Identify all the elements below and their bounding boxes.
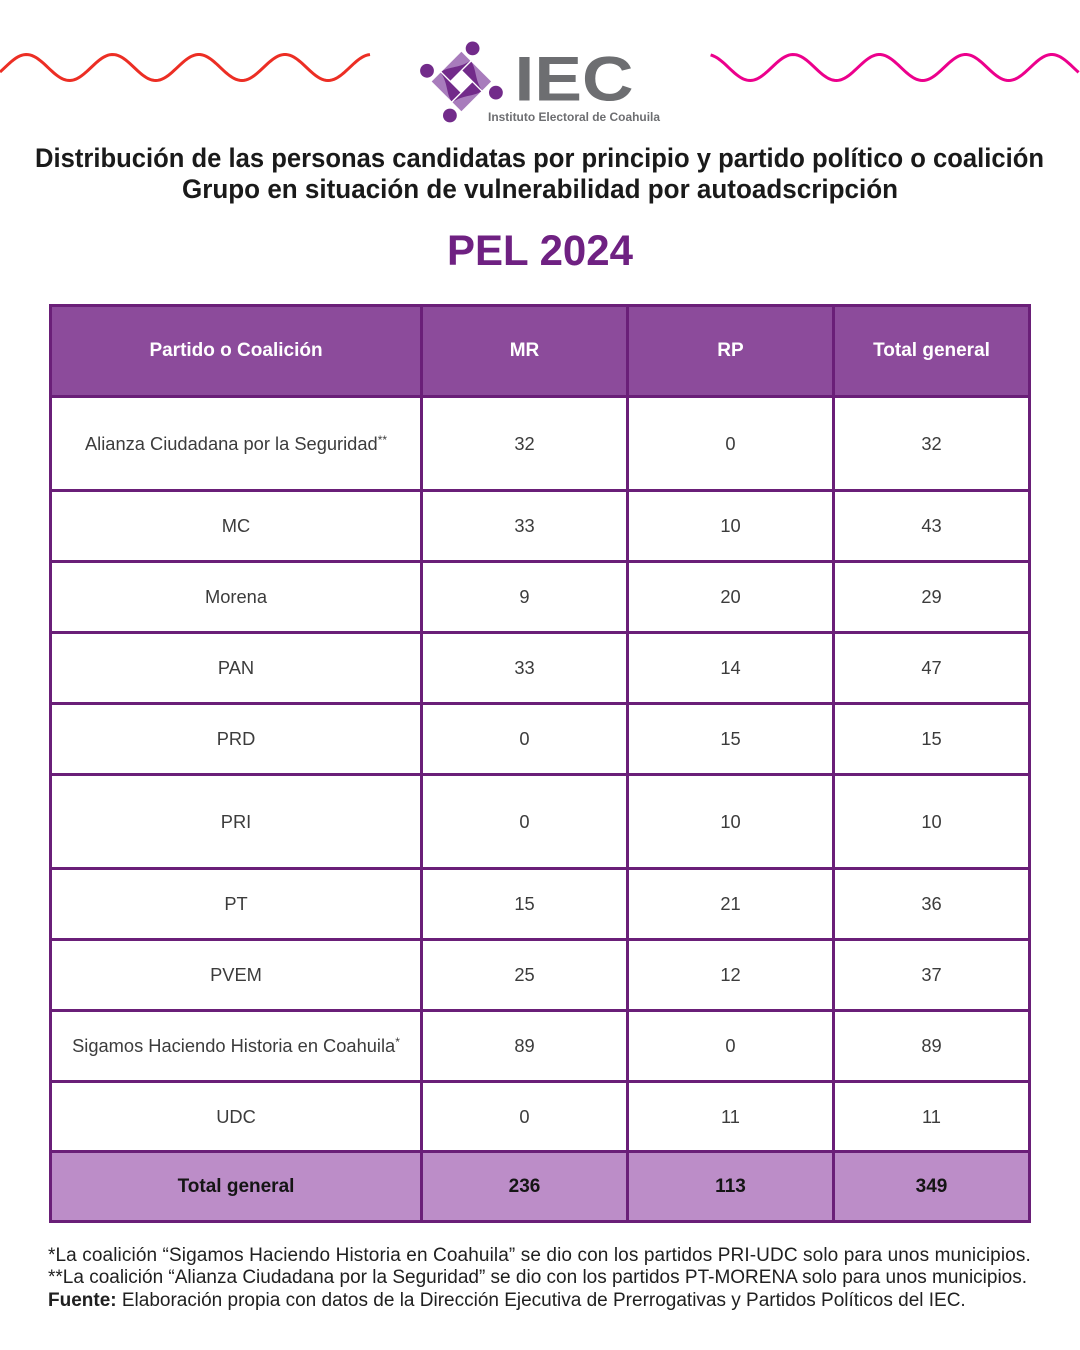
svg-text:PEL 2024: PEL 2024 (447, 227, 633, 275)
svg-text:IEC: IEC (515, 45, 634, 115)
svg-text:Instituto Electoral de Coahuil: Instituto Electoral de Coahuila (488, 112, 661, 124)
svg-text:Grupo en situación de vulnerab: Grupo en situación de vulnerabilidad por… (182, 174, 898, 204)
svg-text:Distribución de las personas c: Distribución de las personas candidatas … (35, 143, 1044, 173)
